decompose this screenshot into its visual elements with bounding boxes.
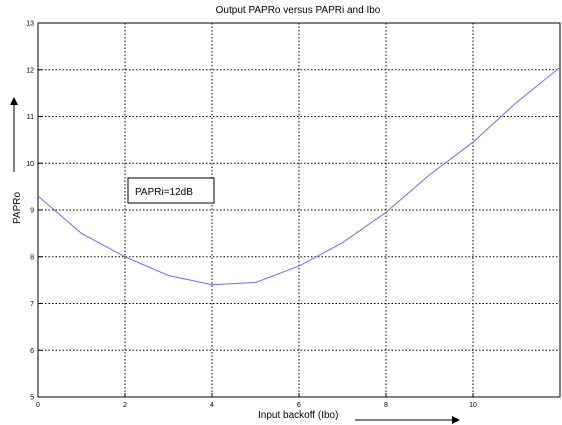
x-axis-arrow	[355, 416, 460, 424]
y-axis-label: PAPRo	[12, 192, 23, 224]
y-tick-label: 12	[26, 67, 34, 74]
x-tick-label: 0	[36, 402, 40, 409]
tick-marks	[37, 22, 474, 398]
grid-lines	[38, 23, 560, 397]
annotation-box	[127, 177, 215, 204]
series-line	[37, 67, 561, 286]
y-tick-label: 9	[30, 208, 34, 215]
y-tick-label: 10	[26, 161, 34, 168]
y-axis-arrow	[10, 97, 18, 172]
annotation-text: PAPRi=12dB	[135, 187, 193, 198]
y-tick-label: 8	[30, 254, 34, 261]
y-tick-label: 5	[30, 395, 34, 402]
y-tick-label: 11	[27, 114, 34, 121]
annotation: PAPRi=12dB	[127, 177, 215, 204]
y-tick-label: 13	[26, 21, 34, 28]
y-tick-label: 6	[30, 348, 34, 355]
x-axis-label: Input backoff (Ibo)	[258, 410, 338, 421]
x-tick-label: 8	[384, 402, 388, 409]
x-tick-label: 4	[210, 402, 214, 409]
y-tick-label: 7	[30, 301, 34, 308]
x-tick-label: 2	[123, 402, 127, 409]
series-layer	[37, 67, 561, 286]
x-tick-label: 6	[297, 402, 301, 409]
chart-title: Output PAPRo versus PAPRi and Ibo	[216, 5, 381, 16]
x-tick-label: 10	[469, 402, 477, 409]
